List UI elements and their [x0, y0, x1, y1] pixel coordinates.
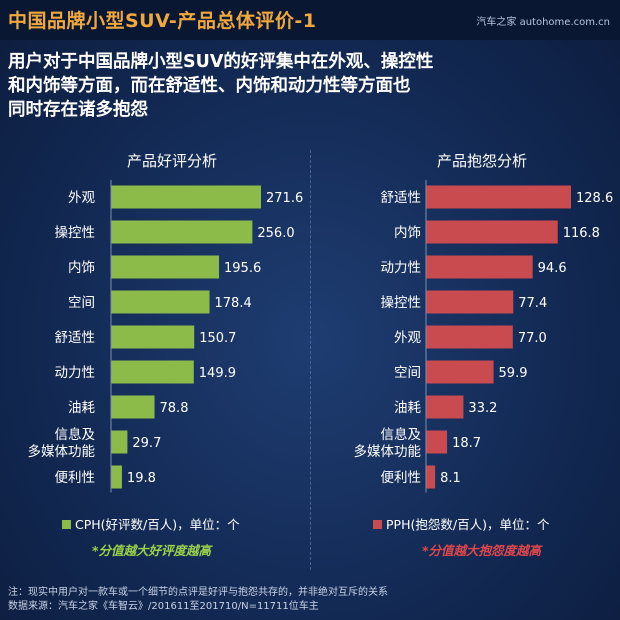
- bad-legend-label: PPH(抱怨数/百人)，单位：个: [386, 517, 550, 532]
- good-category-label: 油耗: [68, 400, 95, 416]
- good-category-label: 便利性: [55, 470, 96, 486]
- subtitle-line-1: 用户对于中国品牌小型SUV的好评集中在外观、操控性: [8, 52, 434, 72]
- good-category-label: 信息及多媒体功能: [28, 426, 96, 460]
- good-value-label: 19.8: [127, 471, 156, 486]
- good-bar: [111, 255, 220, 279]
- bad-category-label: 操控性: [381, 295, 422, 311]
- bad-value-label: 116.8: [563, 226, 600, 241]
- bad-bar: [426, 290, 514, 314]
- bad-value-label: 59.9: [499, 366, 528, 381]
- good-legend-swatch: [62, 520, 71, 529]
- bad-bar: [426, 325, 513, 349]
- good-value-label: 29.7: [132, 436, 161, 451]
- bad-bar: [426, 430, 448, 454]
- bad-legend-swatch: [373, 520, 382, 529]
- bad-category-label: 信息及多媒体功能: [354, 426, 422, 460]
- footer-note: 注：现实中用户对一款车或一个细节的点评是好评与抱怨共存的，并非绝对互斥的关系: [8, 587, 388, 598]
- bad-value-label: 33.2: [468, 401, 497, 416]
- bad-value-label: 77.0: [518, 331, 547, 346]
- bad-bar: [426, 465, 436, 489]
- bad-value-label: 8.1: [440, 471, 461, 486]
- good-bar: [111, 185, 261, 209]
- good-chart-title: 产品好评分析: [126, 152, 217, 170]
- bad-value-label: 94.6: [538, 261, 567, 276]
- bad-category-label: 动力性: [381, 260, 422, 276]
- good-legend: CPH(好评数/百人)，单位：个: [62, 514, 240, 533]
- bad-bar: [426, 220, 558, 244]
- good-value-label: 150.7: [199, 331, 236, 346]
- panel-divider: [310, 150, 311, 570]
- bad-chart-title: 产品抱怨分析: [436, 152, 527, 170]
- good-category-label: 舒适性: [55, 330, 96, 346]
- good-category-label: 内饰: [68, 260, 95, 276]
- bar-charts: 外观 271.6 操控性 256.0 内饰 195.6 空间 178.4 舒适性 150.7 动力性…: [28, 180, 613, 493]
- bad-bar: [426, 395, 464, 419]
- bad-category-label: 空间: [394, 365, 421, 381]
- bad-category-label: 外观: [394, 330, 421, 346]
- bad-value-label: 77.4: [518, 296, 547, 311]
- bad-category-label: 舒适性: [381, 190, 422, 206]
- good-category-label: 操控性: [55, 225, 96, 241]
- good-category-label: 空间: [68, 295, 95, 311]
- bad-value-label: 18.7: [452, 436, 481, 451]
- good-bar: [111, 360, 194, 384]
- good-value-label: 195.6: [224, 261, 261, 276]
- footer: 注：现实中用户对一款车或一个细节的点评是好评与抱怨共存的，并非绝对互斥的关系 数…: [8, 586, 388, 614]
- good-legend-label: CPH(好评数/百人)，单位：个: [75, 517, 240, 532]
- bad-bar: [426, 185, 571, 209]
- good-bar: [111, 325, 195, 349]
- page-title: 中国品牌小型SUV-产品总体评价-1: [8, 10, 317, 32]
- good-value-label: 178.4: [215, 296, 252, 311]
- bad-note: *分值越大抱怨度越高: [422, 543, 542, 558]
- subtitle-line-2: 和内饰等方面，而在舒适性、内饰和动力性等方面也: [8, 76, 411, 96]
- good-note: *分值越大好评度越高: [92, 543, 212, 558]
- good-value-label: 78.8: [160, 401, 189, 416]
- footer-source: 数据来源：汽车之家《车智云》/201611至201710/N=11711位车主: [8, 601, 319, 612]
- good-category-label: 动力性: [55, 365, 96, 381]
- good-bar: [111, 290, 210, 314]
- good-value-label: 149.9: [199, 366, 236, 381]
- subtitle-line-3: 同时存在诸多抱怨: [8, 100, 148, 120]
- bad-category-label: 油耗: [394, 400, 421, 416]
- good-bar: [111, 430, 128, 454]
- good-category-label: 外观: [68, 190, 95, 206]
- bad-bar: [426, 360, 494, 384]
- good-bar: [111, 395, 155, 419]
- bad-bar: [426, 255, 533, 279]
- bad-category-label: 内饰: [394, 225, 421, 241]
- subtitle: 用户对于中国品牌小型SUV的好评集中在外观、操控性 和内饰等方面，而在舒适性、内…: [8, 50, 612, 122]
- good-bar: [111, 220, 253, 244]
- bad-category-label: 便利性: [381, 470, 422, 486]
- good-value-label: 271.6: [266, 191, 303, 206]
- good-bar: [111, 465, 122, 489]
- title-bar: 中国品牌小型SUV-产品总体评价-1 汽车之家 autohome.com.cn: [0, 0, 620, 40]
- bad-value-label: 128.6: [576, 191, 613, 206]
- bad-legend: PPH(抱怨数/百人)，单位：个: [373, 514, 549, 533]
- good-value-label: 256.0: [257, 226, 294, 241]
- watermark-logo: 汽车之家 autohome.com.cn: [476, 17, 610, 28]
